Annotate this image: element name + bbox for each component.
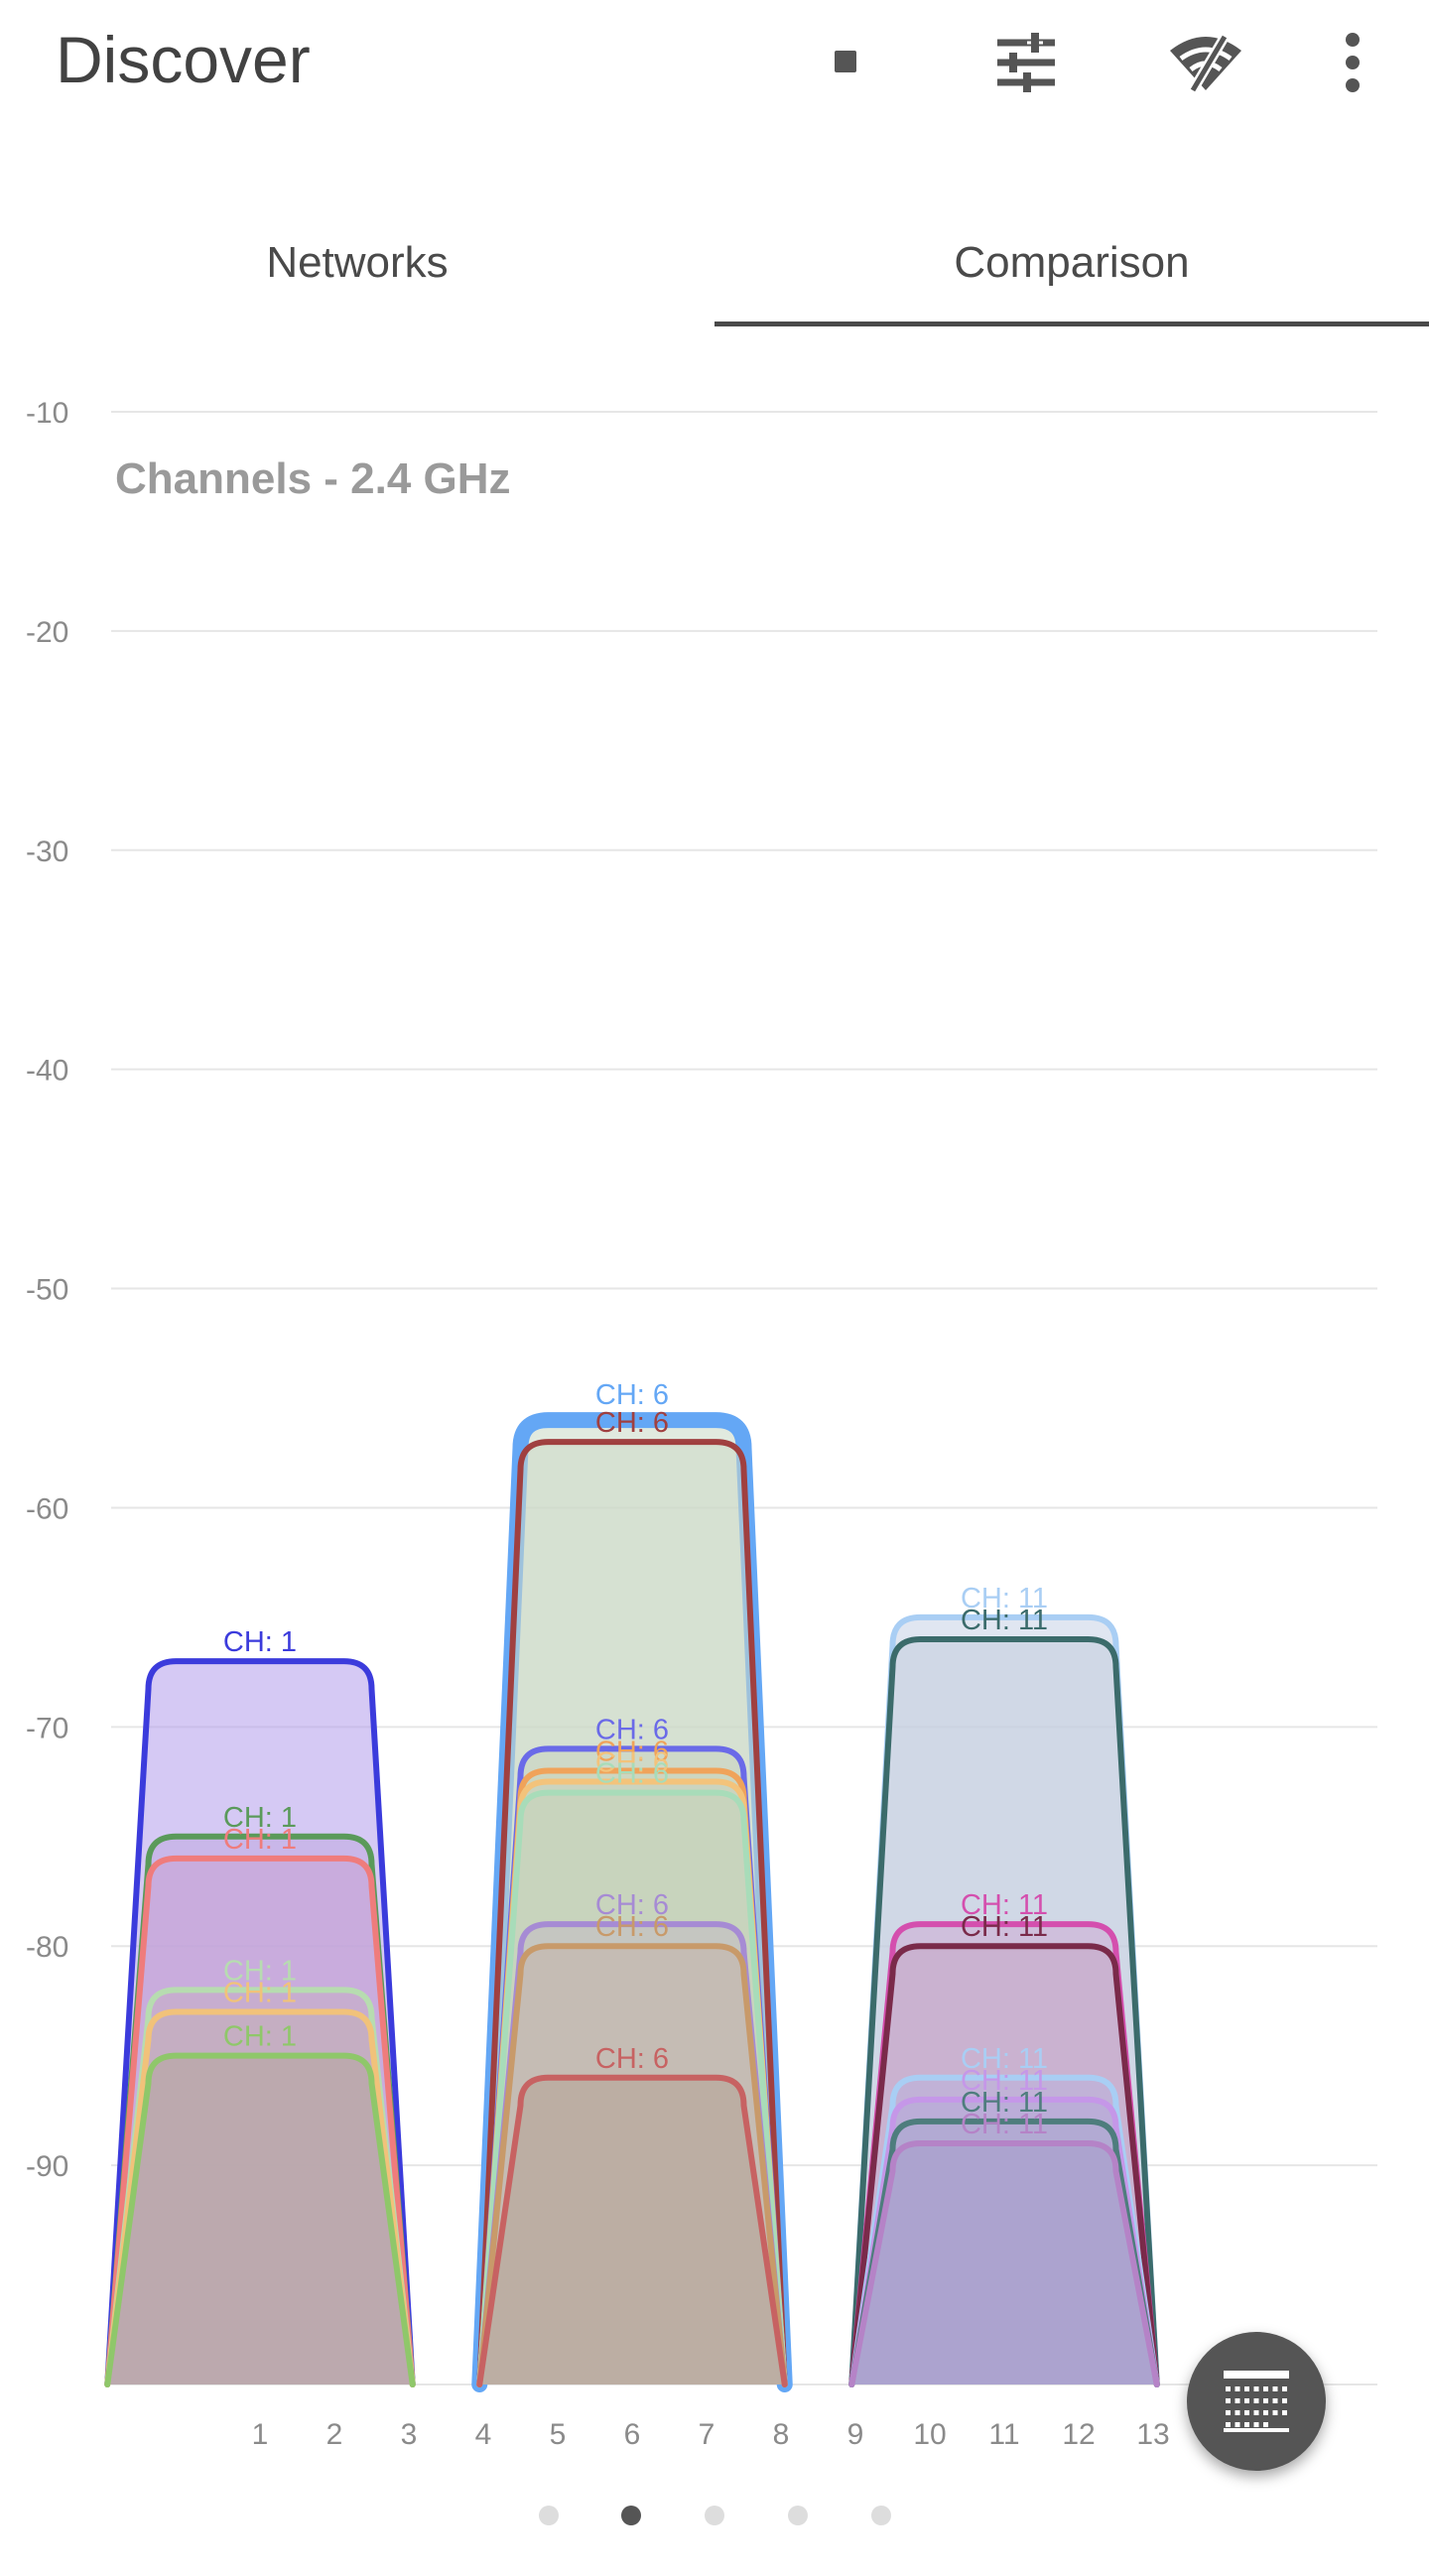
y-tick-label: -90 [26,2150,68,2183]
x-axis: 1 2 3 4 5 6 7 8 9 10 11 12 13 [252,2418,1170,2451]
tab-networks[interactable]: Networks [266,238,449,287]
channel-label: CH: 6 [595,1758,669,1790]
x-tick-label: 2 [326,2418,343,2451]
channel-outline [104,1987,416,2387]
y-tick-label: -60 [26,1492,68,1525]
channel-outline [476,1767,788,2387]
channel-outline [104,1658,416,2387]
tab-bar: Networks Comparison [0,198,1429,327]
channel-outline [104,2052,416,2387]
channel-label: CH: 11 [961,2109,1048,2140]
page-dot[interactable] [788,2506,808,2525]
channel-area [479,2077,785,2384]
channel-label: CH: 1 [223,1955,297,1987]
channel-label: CH: 11 [961,1605,1048,1636]
page-dot[interactable] [871,2506,891,2525]
tab-comparison[interactable]: Comparison [954,238,1190,287]
page-dot[interactable] [621,2506,641,2525]
x-tick-label: 10 [913,2418,946,2451]
chart-title: Channels - 2.4 GHz [115,454,511,503]
channel-label: CH: 6 [595,1889,669,1921]
channel-outline [104,1833,416,2387]
x-tick-label: 1 [252,2418,269,2451]
channel-label: CH: 11 [961,1911,1048,1943]
wifi-toggle-button[interactable] [1161,20,1250,109]
channel-outline [104,1855,416,2387]
filter-button[interactable] [981,20,1071,109]
channel-label: CH: 11 [961,2043,1048,2075]
channel-outline [476,1943,788,2387]
channel-label: CH: 6 [595,1737,669,1768]
channel-label: CH: 6 [595,2043,669,2075]
channel-label: CH: 11 [961,2065,1048,2097]
channel-outline [848,1943,1160,2387]
wifi-off-icon [1167,33,1244,97]
tab-indicator [714,322,1429,326]
channel-outline [476,1789,788,2387]
channel-outline [848,2096,1160,2387]
channel-outline [848,2074,1160,2387]
channel-label: CH: 1 [223,2021,297,2053]
channel-outline [848,1921,1160,2387]
channel-area [107,2055,413,2384]
channel-label: CH: 11 [961,1583,1048,1614]
y-tick-label: -80 [26,1931,68,1964]
app-bar: Discover [0,0,1429,129]
x-tick-label: 12 [1062,2418,1095,2451]
channel-outline [471,1412,793,2392]
channel-outline [476,1921,788,2387]
page-indicator [0,2506,1429,2525]
channel-label: CH: 11 [961,1889,1048,1921]
channel-label: CH: 6 [595,1911,669,1943]
y-tick-label: -50 [26,1274,68,1307]
page-dot[interactable] [539,2506,559,2525]
x-tick-label: 3 [401,2418,418,2451]
x-tick-label: 13 [1136,2418,1169,2451]
x-tick-label: 7 [699,2418,715,2451]
y-axis: -10 -20 -30 -40 -50 -60 -70 -80 -90 [26,397,68,2183]
page-dot[interactable] [705,2506,724,2525]
x-tick-label: 5 [550,2418,567,2451]
x-tick-label: 9 [847,2418,864,2451]
channel-label: CH: 1 [223,1802,297,1834]
x-tick-label: 4 [475,2418,492,2451]
chart-labels: CH: 1CH: 1CH: 1CH: 1CH: 1CH: 1CH: 6CH: 6… [223,1379,1048,2140]
channel-outline [848,2118,1160,2387]
channel-chart: -10-20-30-40-50-60-70-80-90 1 2 3 4 5 6 7 8 9 10 1… [26,397,1377,2451]
channel-outline [848,1635,1160,2387]
channel-area [851,2143,1157,2384]
channel-outline [104,2008,416,2387]
more-vert-icon [1343,32,1363,98]
chart-series [104,1412,1160,2392]
channel-label: CH: 6 [595,1747,669,1779]
channel-outline [476,1778,788,2387]
y-tick-label: -40 [26,1055,68,1088]
channel-label: CH: 1 [223,1977,297,2008]
channel-outline [476,2074,788,2387]
channel-outline [476,1439,788,2387]
x-tick-label: 11 [988,2418,1019,2451]
channel-outline [848,2140,1160,2387]
channel-label: CH: 11 [961,2087,1048,2119]
page-title: Discover [56,23,311,96]
channel-label: CH: 6 [595,1379,669,1411]
channel-label: CH: 6 [595,1714,669,1745]
channel-label: CH: 1 [223,1626,297,1658]
sliders-icon [993,32,1059,97]
channel-outline [848,1613,1160,2387]
more-options-button[interactable] [1308,20,1397,109]
calendar-grid-icon [1222,2367,1291,2437]
channel-label: CH: 6 [595,1407,669,1439]
y-tick-label: -70 [26,1712,68,1744]
x-tick-label: 6 [624,2418,641,2451]
channel-label: CH: 1 [223,1824,297,1856]
x-tick-label: 8 [773,2418,790,2451]
y-tick-label: -10 [26,397,68,430]
channel-outline [476,1745,788,2387]
stop-button[interactable] [802,20,891,109]
y-tick-label: -20 [26,616,68,649]
stop-icon [834,50,859,80]
channel-rating-fab[interactable] [1187,2332,1326,2471]
y-tick-label: -30 [26,836,68,868]
